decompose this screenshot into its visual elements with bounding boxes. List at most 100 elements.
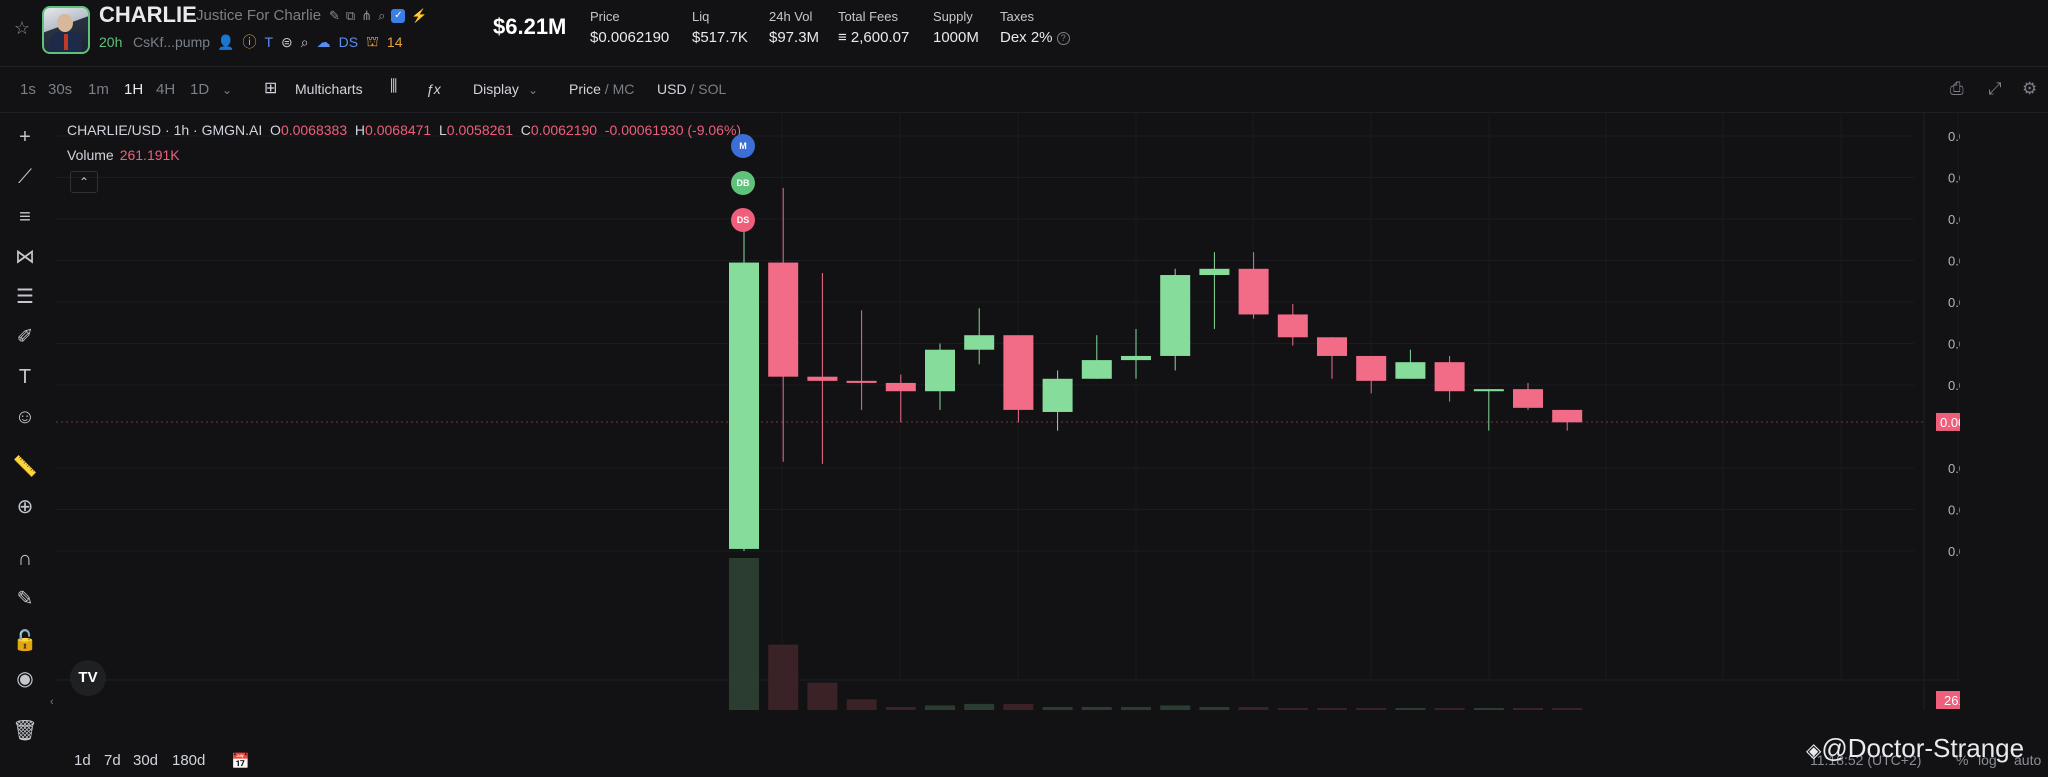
timeframe-1s[interactable]: 1s: [20, 81, 36, 98]
candle-body: [729, 262, 759, 549]
volume-bar: [885, 706, 916, 710]
zoom-in-icon[interactable]: ⊕: [16, 496, 34, 518]
pair-label: CHARLIE/USD · 1h · GMGN.AI: [67, 122, 263, 138]
emoji-icon[interactable]: ☺: [14, 406, 36, 428]
range-180d[interactable]: 180d: [172, 752, 206, 769]
watermark: ◈@Doctor-Strange: [1806, 733, 2024, 764]
plus-square-icon[interactable]: ⊞: [264, 80, 278, 97]
multicharts-button[interactable]: Multicharts: [295, 81, 363, 97]
y-tick-label: 0.016000: [1948, 212, 1960, 227]
volume-value: 261.191K: [119, 147, 180, 163]
chevron-down-icon[interactable]: ⌄: [222, 83, 233, 97]
candle-body: [1160, 275, 1191, 356]
trash-icon[interactable]: 🗑: [12, 720, 38, 742]
y-tick-label: 0.020000: [1948, 129, 1960, 144]
ds-label: DS: [338, 34, 359, 50]
currency-toggle[interactable]: USD / SOL: [657, 81, 727, 97]
y-tick-label: 0.0000: [1948, 544, 1960, 559]
range-30d[interactable]: 30d: [133, 752, 159, 769]
camera-icon[interactable]: ⎙: [1950, 79, 1964, 98]
stat-value: 1000M: [933, 29, 979, 46]
collapse-legend-button[interactable]: ⌃: [70, 171, 98, 193]
auto-toggle[interactable]: auto: [2014, 752, 2042, 768]
stat-label: Supply: [933, 9, 973, 24]
ruler-icon[interactable]: 📏: [12, 456, 38, 478]
log-toggle[interactable]: log: [1978, 752, 1997, 768]
share-icon[interactable]: ⋔: [361, 8, 373, 23]
candle-body: [1513, 389, 1543, 408]
token-avatar[interactable]: [42, 6, 90, 54]
marker-m[interactable]: M: [731, 134, 755, 158]
calendar-icon[interactable]: 📅: [231, 753, 250, 770]
fullscreen-icon[interactable]: ⤢: [1988, 79, 2002, 98]
timeframe-1h[interactable]: 1H: [124, 81, 144, 98]
range-7d[interactable]: 7d: [104, 752, 121, 769]
y-tick-label: 0.0020000: [1948, 503, 1960, 518]
chart-grid: [56, 112, 1960, 710]
search-icon[interactable]: ⌕: [378, 8, 386, 23]
fib-icon[interactable]: ☰: [16, 286, 34, 308]
volume-bar: [1552, 708, 1583, 710]
token-social-icons: 👤 ⓘ T ⊜ ⌕ ☁ DS ⛫ 14: [217, 32, 402, 52]
stat-value: Dex 2%: [1000, 29, 1053, 46]
lock-icon[interactable]: 🔓: [12, 630, 38, 652]
magnet-icon[interactable]: ∩: [17, 548, 33, 570]
chevron-down-icon[interactable]: ⌄: [528, 83, 539, 97]
help-icon[interactable]: ?: [1056, 31, 1070, 45]
display-button[interactable]: Display: [473, 81, 519, 97]
horizontal-lines-icon[interactable]: ≡: [19, 206, 31, 228]
eye-icon[interactable]: ◉: [16, 668, 34, 690]
candle-body: [807, 376, 838, 381]
stat-value: $517.7K: [692, 29, 748, 46]
chevron-left-icon[interactable]: ‹: [50, 696, 54, 708]
volume-bar: [729, 558, 759, 710]
price-chart[interactable]: 0.020000 0.018000 0.016000 0.014000 0.012000…: [56, 112, 1960, 710]
y-tick-label: 0.0080000: [1948, 378, 1960, 393]
candle-body: [1238, 268, 1269, 315]
telegram-icon[interactable]: T: [264, 34, 273, 50]
candles-icon[interactable]: ⫼: [390, 78, 398, 95]
timeframe-1d[interactable]: 1D: [190, 81, 210, 98]
range-1d[interactable]: 1d: [74, 752, 91, 769]
search-icon[interactable]: ⌕: [300, 33, 309, 50]
stat-label: Liq: [692, 9, 710, 24]
stat-label: Total Fees: [838, 9, 898, 24]
warning-icon[interactable]: ⓘ: [242, 34, 257, 50]
text-icon[interactable]: T: [18, 366, 32, 388]
marker-ds[interactable]: DS: [731, 208, 755, 232]
brush-icon[interactable]: ✐: [16, 326, 34, 348]
pattern-icon[interactable]: ⋈: [15, 246, 35, 268]
timeframe-30s[interactable]: 30s: [48, 81, 73, 98]
timeframe-1m[interactable]: 1m: [88, 81, 109, 98]
price-toggle[interactable]: Price / MC: [569, 81, 635, 97]
low-label: L: [439, 122, 447, 138]
low-value: 0.0058261: [446, 122, 513, 138]
candle-body: [885, 382, 916, 392]
stat-value: $97.3M: [769, 29, 820, 46]
volume-bar: [1121, 706, 1151, 710]
market-cap: $6.21M: [493, 14, 567, 39]
marker-db[interactable]: DB: [731, 171, 755, 195]
globe-icon[interactable]: ⊜: [281, 33, 293, 50]
user-icon[interactable]: 👤: [217, 33, 235, 50]
stat-label: Price: [590, 9, 620, 24]
crosshair-icon[interactable]: +: [19, 126, 31, 148]
edit-icon[interactable]: ✎: [329, 8, 340, 23]
contract-address[interactable]: CsKf...pump: [133, 34, 211, 50]
stat-supply: Supply 1000M: [933, 9, 979, 46]
trendline-icon[interactable]: ⟋: [18, 166, 32, 188]
indicators-icon[interactable]: ƒx: [426, 81, 441, 97]
percent-toggle[interactable]: %: [1956, 752, 1969, 768]
tradingview-logo[interactable]: TV: [70, 660, 106, 696]
stat-total-fees: Total Fees ≡ 2,600.07: [838, 9, 909, 46]
copy-icon[interactable]: ⧉: [345, 8, 356, 23]
high-value: 0.0068471: [365, 122, 432, 138]
volume-label: Volume: [67, 147, 114, 163]
star-icon[interactable]: ☆: [13, 18, 31, 38]
dexscreener-icon[interactable]: ☁: [316, 33, 331, 50]
y-tick-label: 0.018000: [1948, 171, 1960, 186]
lock-drawing-icon[interactable]: ✎: [16, 588, 34, 610]
timeframe-4h[interactable]: 4H: [156, 81, 176, 98]
gear-icon[interactable]: ⚙: [2022, 79, 2038, 98]
stat-label: Taxes: [1000, 9, 1034, 24]
